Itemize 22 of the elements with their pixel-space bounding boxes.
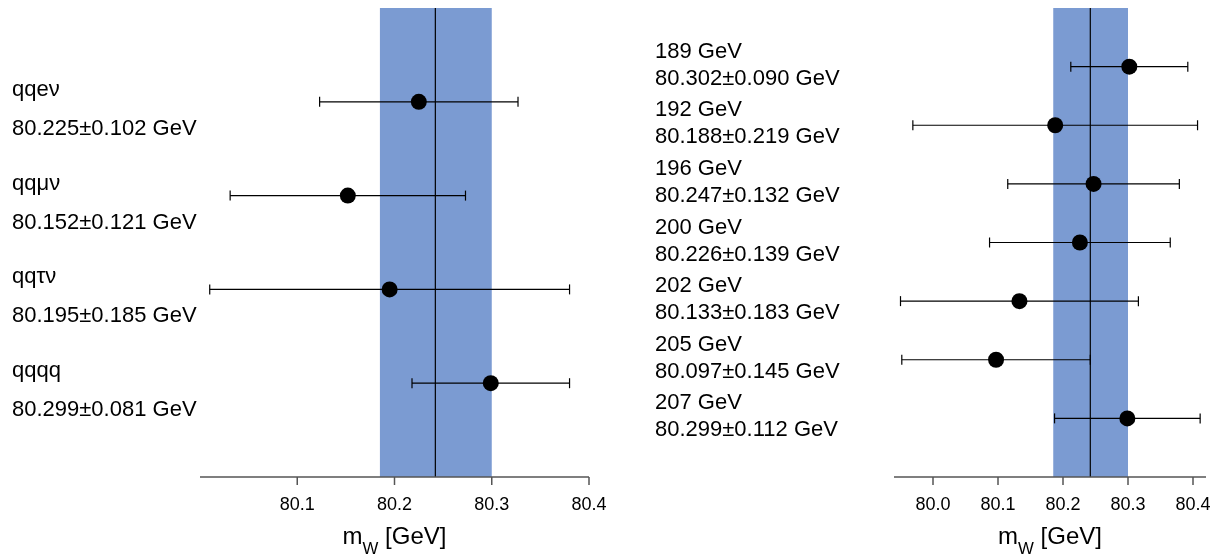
y-tick-label: qqμν 80.152±0.121 GeV [12,169,197,234]
y-tick-label: qqqq 80.299±0.081 GeV [12,357,197,422]
x-tick-label: 80.0 [915,494,951,514]
x-tick-label: 80.4 [571,494,607,514]
x-tick-label: 80.1 [980,494,1016,514]
x-tick-label: 80.3 [1110,494,1146,514]
x-tick-label: 80.4 [1175,494,1211,514]
y-tick-label: 205 GeV 80.097±0.145 GeV [655,330,840,383]
x-tick-label: 80.2 [376,494,413,514]
x-tick-label: 80.1 [279,494,315,514]
x-axis-title: m$_{W}$ [GeV] [998,522,1102,555]
x-axis-title: m$_{W}$ [GeV] [342,522,447,555]
x-tick-label: 80.2 [1045,494,1081,514]
y-tick-label: 189 GeV 80.302±0.090 GeV [655,37,840,90]
y-tick-label: qqeν 80.225±0.102 GeV [12,75,197,140]
y-tick-label: 202 GeV 80.133±0.183 GeV [655,272,840,325]
y-tick-label: qqτν 80.195±0.185 GeV [12,263,197,328]
y-tick-label: 192 GeV 80.188±0.219 GeV [655,96,840,149]
y-tick-label: 207 GeV 80.299±0.112 GeV [655,389,839,442]
y-tick-label: 196 GeV 80.247±0.132 GeV [655,154,840,207]
y-tick-label: 200 GeV 80.226±0.139 GeV [655,213,840,266]
x-tick-label: 80.3 [474,494,510,514]
